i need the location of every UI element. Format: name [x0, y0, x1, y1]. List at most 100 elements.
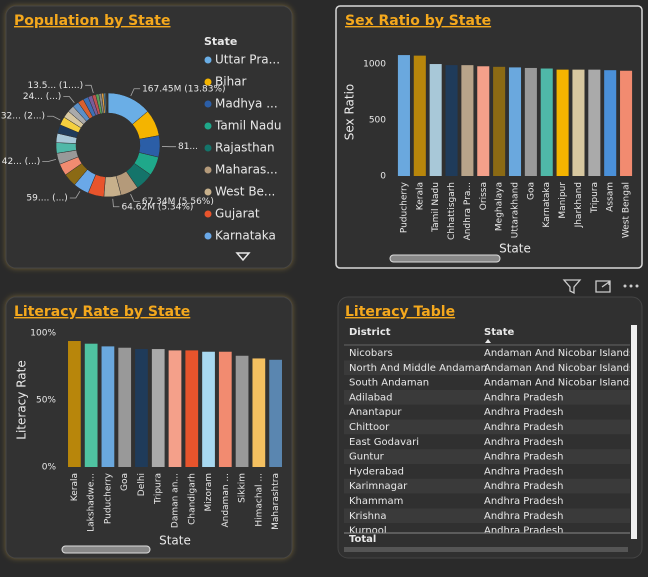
- data-label: 42... (...): [2, 157, 41, 167]
- x-tick-label: Andhra Pra...: [463, 182, 473, 240]
- table-cell: Andhra Pradesh: [484, 452, 563, 463]
- bar: [445, 65, 458, 176]
- leader-line: [42, 159, 57, 162]
- legend-label: Gujarat: [215, 207, 260, 221]
- table-cell: Andhra Pradesh: [484, 526, 563, 537]
- chart-title: Population by State: [14, 13, 171, 29]
- legend-label: Maharas...: [215, 163, 278, 177]
- bar: [556, 69, 569, 176]
- table-cell: Nicobars: [349, 348, 393, 359]
- legend-marker: [204, 100, 212, 108]
- table-cell: Andhra Pradesh: [484, 481, 563, 492]
- bar: [101, 346, 115, 467]
- table-cell: Guntur: [349, 452, 385, 463]
- table-cell: Kurnool: [349, 526, 387, 537]
- bar: [477, 66, 490, 176]
- table-row: [344, 523, 630, 533]
- bar: [397, 55, 410, 177]
- leader-line: [85, 84, 94, 94]
- x-tick-label: Himachal ...: [254, 473, 264, 527]
- bar: [135, 349, 148, 467]
- x-tick-label: Puducherry: [103, 472, 113, 524]
- legend-label: Tamil Nadu: [214, 119, 281, 133]
- table-row: [344, 360, 630, 376]
- bar: [252, 358, 266, 467]
- table-cell: South Andaman: [349, 378, 429, 389]
- table-row: [344, 478, 630, 494]
- table-row: [344, 508, 630, 524]
- sort-indicator: [485, 339, 491, 343]
- table-cell: Andhra Pradesh: [484, 496, 563, 507]
- legend-marker: [204, 188, 212, 196]
- table-row: [344, 390, 630, 405]
- table-cell: Chittoor: [349, 422, 390, 433]
- table-cell: Hyderabad: [349, 466, 404, 477]
- leader-line: [63, 96, 75, 104]
- legend-scroll-arrow[interactable]: [235, 252, 251, 262]
- table-total: Total: [349, 534, 376, 545]
- x-tick-label: Sikkim: [238, 473, 248, 503]
- leader-line: [130, 88, 141, 97]
- bar: [493, 66, 506, 176]
- table-cell: Andhra Pradesh: [484, 422, 563, 433]
- bar: [588, 69, 601, 176]
- data-label: 64.62M (5.34%): [121, 202, 193, 212]
- table-cell: Krishna: [349, 511, 386, 522]
- table-row: [344, 434, 630, 450]
- data-label: 32... (2...): [1, 112, 45, 122]
- table-row: [344, 345, 630, 361]
- y-tick-label: 50%: [36, 395, 56, 405]
- x-tick-label: Goa: [526, 182, 536, 200]
- table-cell: Andhra Pradesh: [484, 392, 563, 403]
- filter-icon[interactable]: [562, 279, 582, 295]
- more-icon[interactable]: [623, 284, 627, 288]
- data-label: 59.... (...): [26, 193, 67, 203]
- table-hscroll[interactable]: [344, 547, 628, 552]
- legend-marker: [204, 210, 212, 218]
- x-tick-label: Daman an...: [171, 473, 181, 528]
- more-icon[interactable]: [629, 284, 633, 288]
- table-cell: Andaman And Nicobar Islands: [484, 348, 634, 359]
- x-axis-label: State: [159, 534, 191, 548]
- focus-icon[interactable]: [595, 280, 611, 293]
- bar: [604, 70, 617, 176]
- table-cell: East Godavari: [349, 437, 419, 448]
- x-tick-label: Kerala: [415, 182, 425, 210]
- table-cell: Adilabad: [349, 392, 393, 403]
- leader-line: [69, 190, 81, 199]
- more-icon[interactable]: [635, 284, 639, 288]
- bar: [413, 55, 426, 176]
- scrollbar[interactable]: [61, 545, 151, 554]
- x-tick-label: Orissa: [479, 182, 489, 210]
- y-tick-label: 0: [380, 172, 386, 182]
- column-header: State: [484, 327, 515, 338]
- table-row: [344, 419, 630, 435]
- bar: [68, 341, 81, 467]
- y-tick-label: 500: [369, 116, 386, 126]
- x-tick-label: Tripura: [590, 182, 600, 214]
- table-body: Nicobars Andaman And Nicobar IslandsNorth…: [344, 345, 634, 537]
- table-scrollbar[interactable]: [631, 325, 637, 539]
- x-tick-label: Goa: [120, 473, 130, 491]
- x-tick-label: Chandigarh: [187, 473, 197, 525]
- table-cell: Andhra Pradesh: [484, 437, 563, 448]
- bar: [118, 347, 132, 467]
- x-tick-label: Meghalaya: [495, 182, 505, 231]
- column-header: District: [349, 327, 391, 338]
- data-label: 167.45M (13.83%): [142, 84, 225, 94]
- x-axis-label: State: [499, 242, 531, 256]
- data-label: 67.34M (5.56%): [142, 197, 214, 207]
- legend-marker: [204, 78, 212, 86]
- bar: [84, 343, 98, 467]
- bar: [151, 349, 165, 467]
- scrollbar[interactable]: [389, 254, 501, 263]
- legend-marker: [204, 166, 212, 174]
- table-cell: Karimnagar: [349, 481, 408, 492]
- x-tick-label: Manipur: [558, 182, 568, 219]
- table-cell: Andaman And Nicobar Islands: [484, 378, 634, 389]
- leader-line: [112, 198, 120, 208]
- bar: [218, 351, 232, 467]
- table-cell: Andhra Pradesh: [484, 511, 563, 522]
- table-row: [344, 464, 630, 479]
- bar: [572, 69, 585, 176]
